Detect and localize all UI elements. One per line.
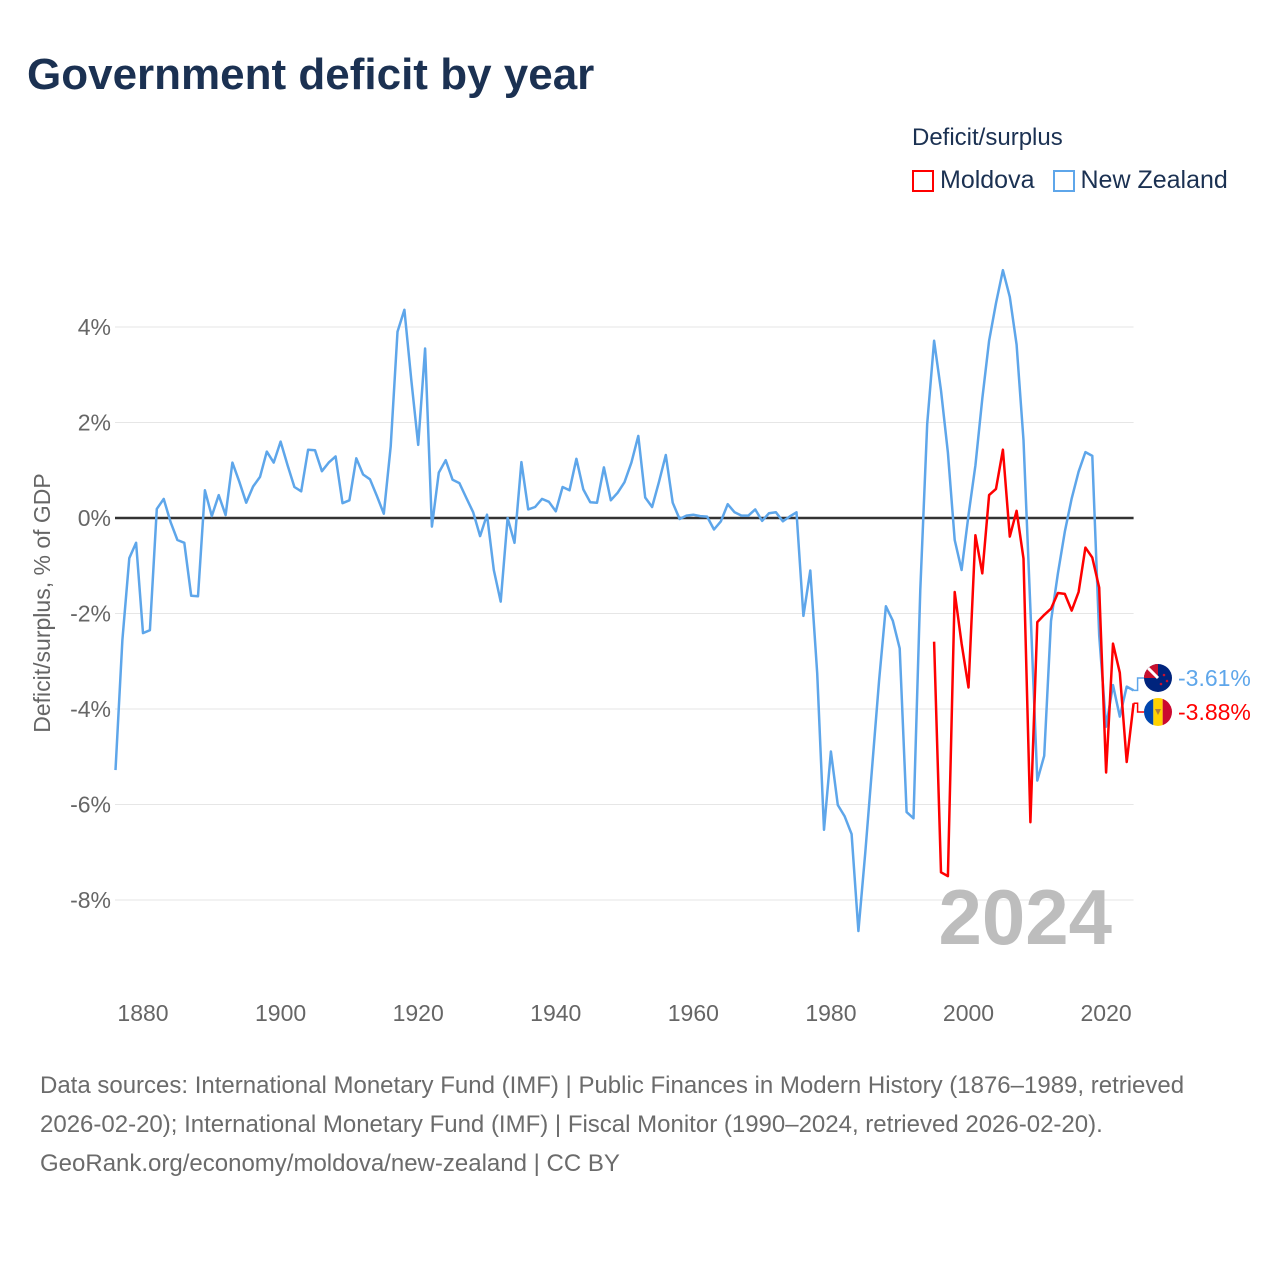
series-line-new-zealand[interactable] bbox=[114, 268, 1135, 933]
y-tick-label: 0% bbox=[78, 505, 111, 531]
y-tick-label: -6% bbox=[70, 792, 111, 818]
legend-swatch-new-zealand bbox=[1052, 169, 1075, 192]
x-tick-label: 2020 bbox=[1080, 1000, 1131, 1026]
end-connector bbox=[1133, 702, 1144, 713]
year-watermark: 2024 bbox=[938, 873, 1112, 961]
legend-label-moldova: Moldova bbox=[940, 166, 1035, 194]
x-tick-label: 1920 bbox=[393, 1000, 444, 1026]
y-tick-label: -8% bbox=[70, 887, 111, 913]
legend-swatch-moldova bbox=[912, 169, 934, 192]
legend-item-moldova[interactable]: Moldova bbox=[912, 166, 1035, 195]
x-tick-label: 1960 bbox=[668, 1000, 719, 1026]
chart-area: 4% 2% 0% -2% -4% -6% -8% 1880 1900 1920 1940 1960 1… bbox=[29, 268, 1251, 1026]
legend: Deficit/surplus Moldova New Zealand bbox=[912, 124, 1228, 195]
x-tick-label: 2000 bbox=[943, 1000, 994, 1026]
end-value-label-new-zealand: -3.61% bbox=[1178, 665, 1251, 691]
footer: Data sources: International Monetary Fun… bbox=[40, 1066, 1250, 1183]
credit-link[interactable]: GeoRank.org/economy/moldova/new-zealand … bbox=[40, 1150, 620, 1177]
chart-title: Government deficit by year bbox=[27, 50, 595, 99]
y-tick-label: 2% bbox=[78, 410, 111, 436]
x-tick-label: 1980 bbox=[805, 1000, 856, 1026]
y-axis-label: Deficit/surplus, % of GDP bbox=[29, 473, 55, 732]
y-tick-label: -2% bbox=[70, 601, 111, 627]
end-connector bbox=[1133, 677, 1144, 692]
new-zealand-flag-icon bbox=[1144, 664, 1172, 692]
end-value-label-moldova: -3.88% bbox=[1178, 699, 1251, 725]
y-tick-label: 4% bbox=[78, 314, 111, 340]
moldova-flag-icon bbox=[1144, 698, 1172, 726]
x-tick-label: 1880 bbox=[117, 1000, 168, 1026]
legend-label-new-zealand: New Zealand bbox=[1080, 166, 1228, 194]
y-tick-label: -4% bbox=[70, 696, 111, 722]
series-line-moldova[interactable] bbox=[932, 448, 1135, 878]
legend-item-new-zealand[interactable]: New Zealand bbox=[1052, 166, 1228, 195]
x-tick-label: 1900 bbox=[255, 1000, 306, 1026]
x-tick-label: 1940 bbox=[530, 1000, 581, 1026]
legend-title: Deficit/surplus bbox=[912, 124, 1063, 151]
data-sources: Data sources: International Monetary Fun… bbox=[40, 1072, 1185, 1138]
